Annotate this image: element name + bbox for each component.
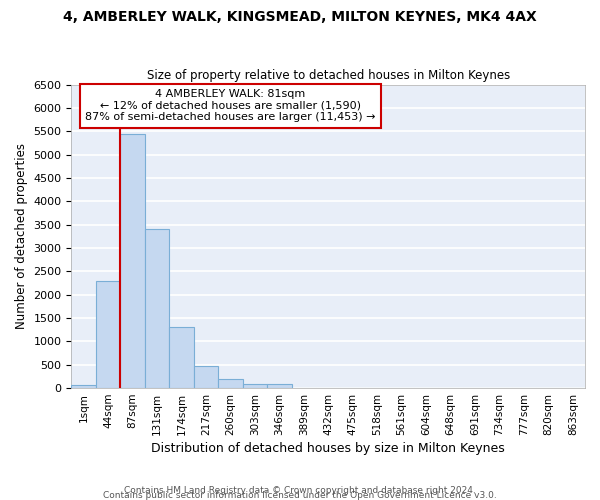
Text: Contains public sector information licensed under the Open Government Licence v3: Contains public sector information licen…: [103, 491, 497, 500]
Text: 4 AMBERLEY WALK: 81sqm
← 12% of detached houses are smaller (1,590)
87% of semi-: 4 AMBERLEY WALK: 81sqm ← 12% of detached…: [85, 89, 376, 122]
Bar: [169, 328, 194, 388]
Y-axis label: Number of detached properties: Number of detached properties: [15, 144, 28, 330]
Text: Contains HM Land Registry data © Crown copyright and database right 2024.: Contains HM Land Registry data © Crown c…: [124, 486, 476, 495]
Bar: [218, 380, 242, 388]
Bar: [267, 384, 292, 388]
Bar: [96, 280, 121, 388]
Bar: [145, 230, 169, 388]
Title: Size of property relative to detached houses in Milton Keynes: Size of property relative to detached ho…: [146, 69, 510, 82]
Bar: [121, 134, 145, 388]
Bar: [242, 384, 267, 388]
Text: 4, AMBERLEY WALK, KINGSMEAD, MILTON KEYNES, MK4 4AX: 4, AMBERLEY WALK, KINGSMEAD, MILTON KEYN…: [63, 10, 537, 24]
Bar: [194, 366, 218, 388]
Bar: [71, 384, 96, 388]
X-axis label: Distribution of detached houses by size in Milton Keynes: Distribution of detached houses by size …: [151, 442, 505, 455]
